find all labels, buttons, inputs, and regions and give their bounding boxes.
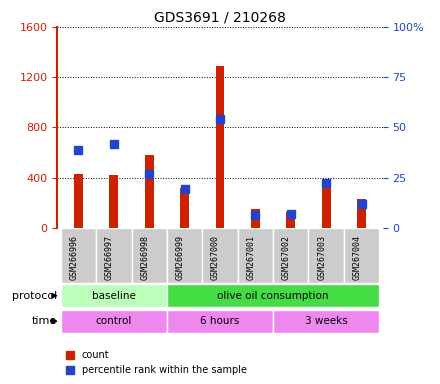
Text: GSM266996: GSM266996 — [70, 235, 78, 280]
FancyBboxPatch shape — [202, 228, 238, 283]
Text: protocol: protocol — [12, 291, 57, 301]
Text: 6 hours: 6 hours — [200, 316, 240, 326]
Bar — [145, 155, 154, 228]
FancyBboxPatch shape — [132, 228, 167, 283]
Text: GSM267000: GSM267000 — [211, 235, 220, 280]
FancyBboxPatch shape — [61, 284, 167, 307]
Text: GSM267001: GSM267001 — [246, 235, 255, 280]
Bar — [216, 66, 224, 228]
Text: GSM266997: GSM266997 — [105, 235, 114, 280]
Bar — [74, 174, 83, 228]
Text: control: control — [95, 316, 132, 326]
FancyBboxPatch shape — [238, 228, 273, 283]
Legend: count, percentile rank within the sample: count, percentile rank within the sample — [62, 346, 250, 379]
FancyBboxPatch shape — [61, 228, 96, 283]
FancyBboxPatch shape — [344, 228, 379, 283]
Bar — [286, 212, 295, 228]
FancyBboxPatch shape — [167, 228, 202, 283]
Bar — [322, 179, 330, 228]
Title: GDS3691 / 210268: GDS3691 / 210268 — [154, 10, 286, 24]
Text: baseline: baseline — [92, 291, 136, 301]
Bar — [110, 175, 118, 228]
FancyBboxPatch shape — [167, 310, 273, 333]
FancyBboxPatch shape — [308, 228, 344, 283]
Text: GSM266999: GSM266999 — [176, 235, 185, 280]
Bar — [251, 209, 260, 228]
FancyBboxPatch shape — [273, 310, 379, 333]
Bar — [357, 199, 366, 228]
Text: GSM266998: GSM266998 — [140, 235, 149, 280]
Text: GSM267003: GSM267003 — [317, 235, 326, 280]
FancyBboxPatch shape — [96, 228, 132, 283]
Text: time: time — [32, 316, 57, 326]
Bar — [180, 188, 189, 228]
FancyBboxPatch shape — [167, 284, 379, 307]
Text: GSM267002: GSM267002 — [282, 235, 291, 280]
FancyBboxPatch shape — [273, 228, 308, 283]
Text: 3 weeks: 3 weeks — [305, 316, 348, 326]
Text: GSM267004: GSM267004 — [352, 235, 362, 280]
FancyBboxPatch shape — [61, 310, 167, 333]
Text: olive oil consumption: olive oil consumption — [217, 291, 329, 301]
